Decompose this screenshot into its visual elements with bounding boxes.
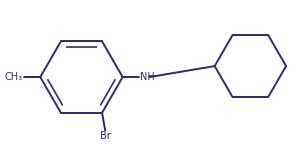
Text: Br: Br bbox=[100, 131, 110, 141]
Text: CH₃: CH₃ bbox=[5, 72, 23, 82]
Text: NH: NH bbox=[140, 72, 155, 82]
